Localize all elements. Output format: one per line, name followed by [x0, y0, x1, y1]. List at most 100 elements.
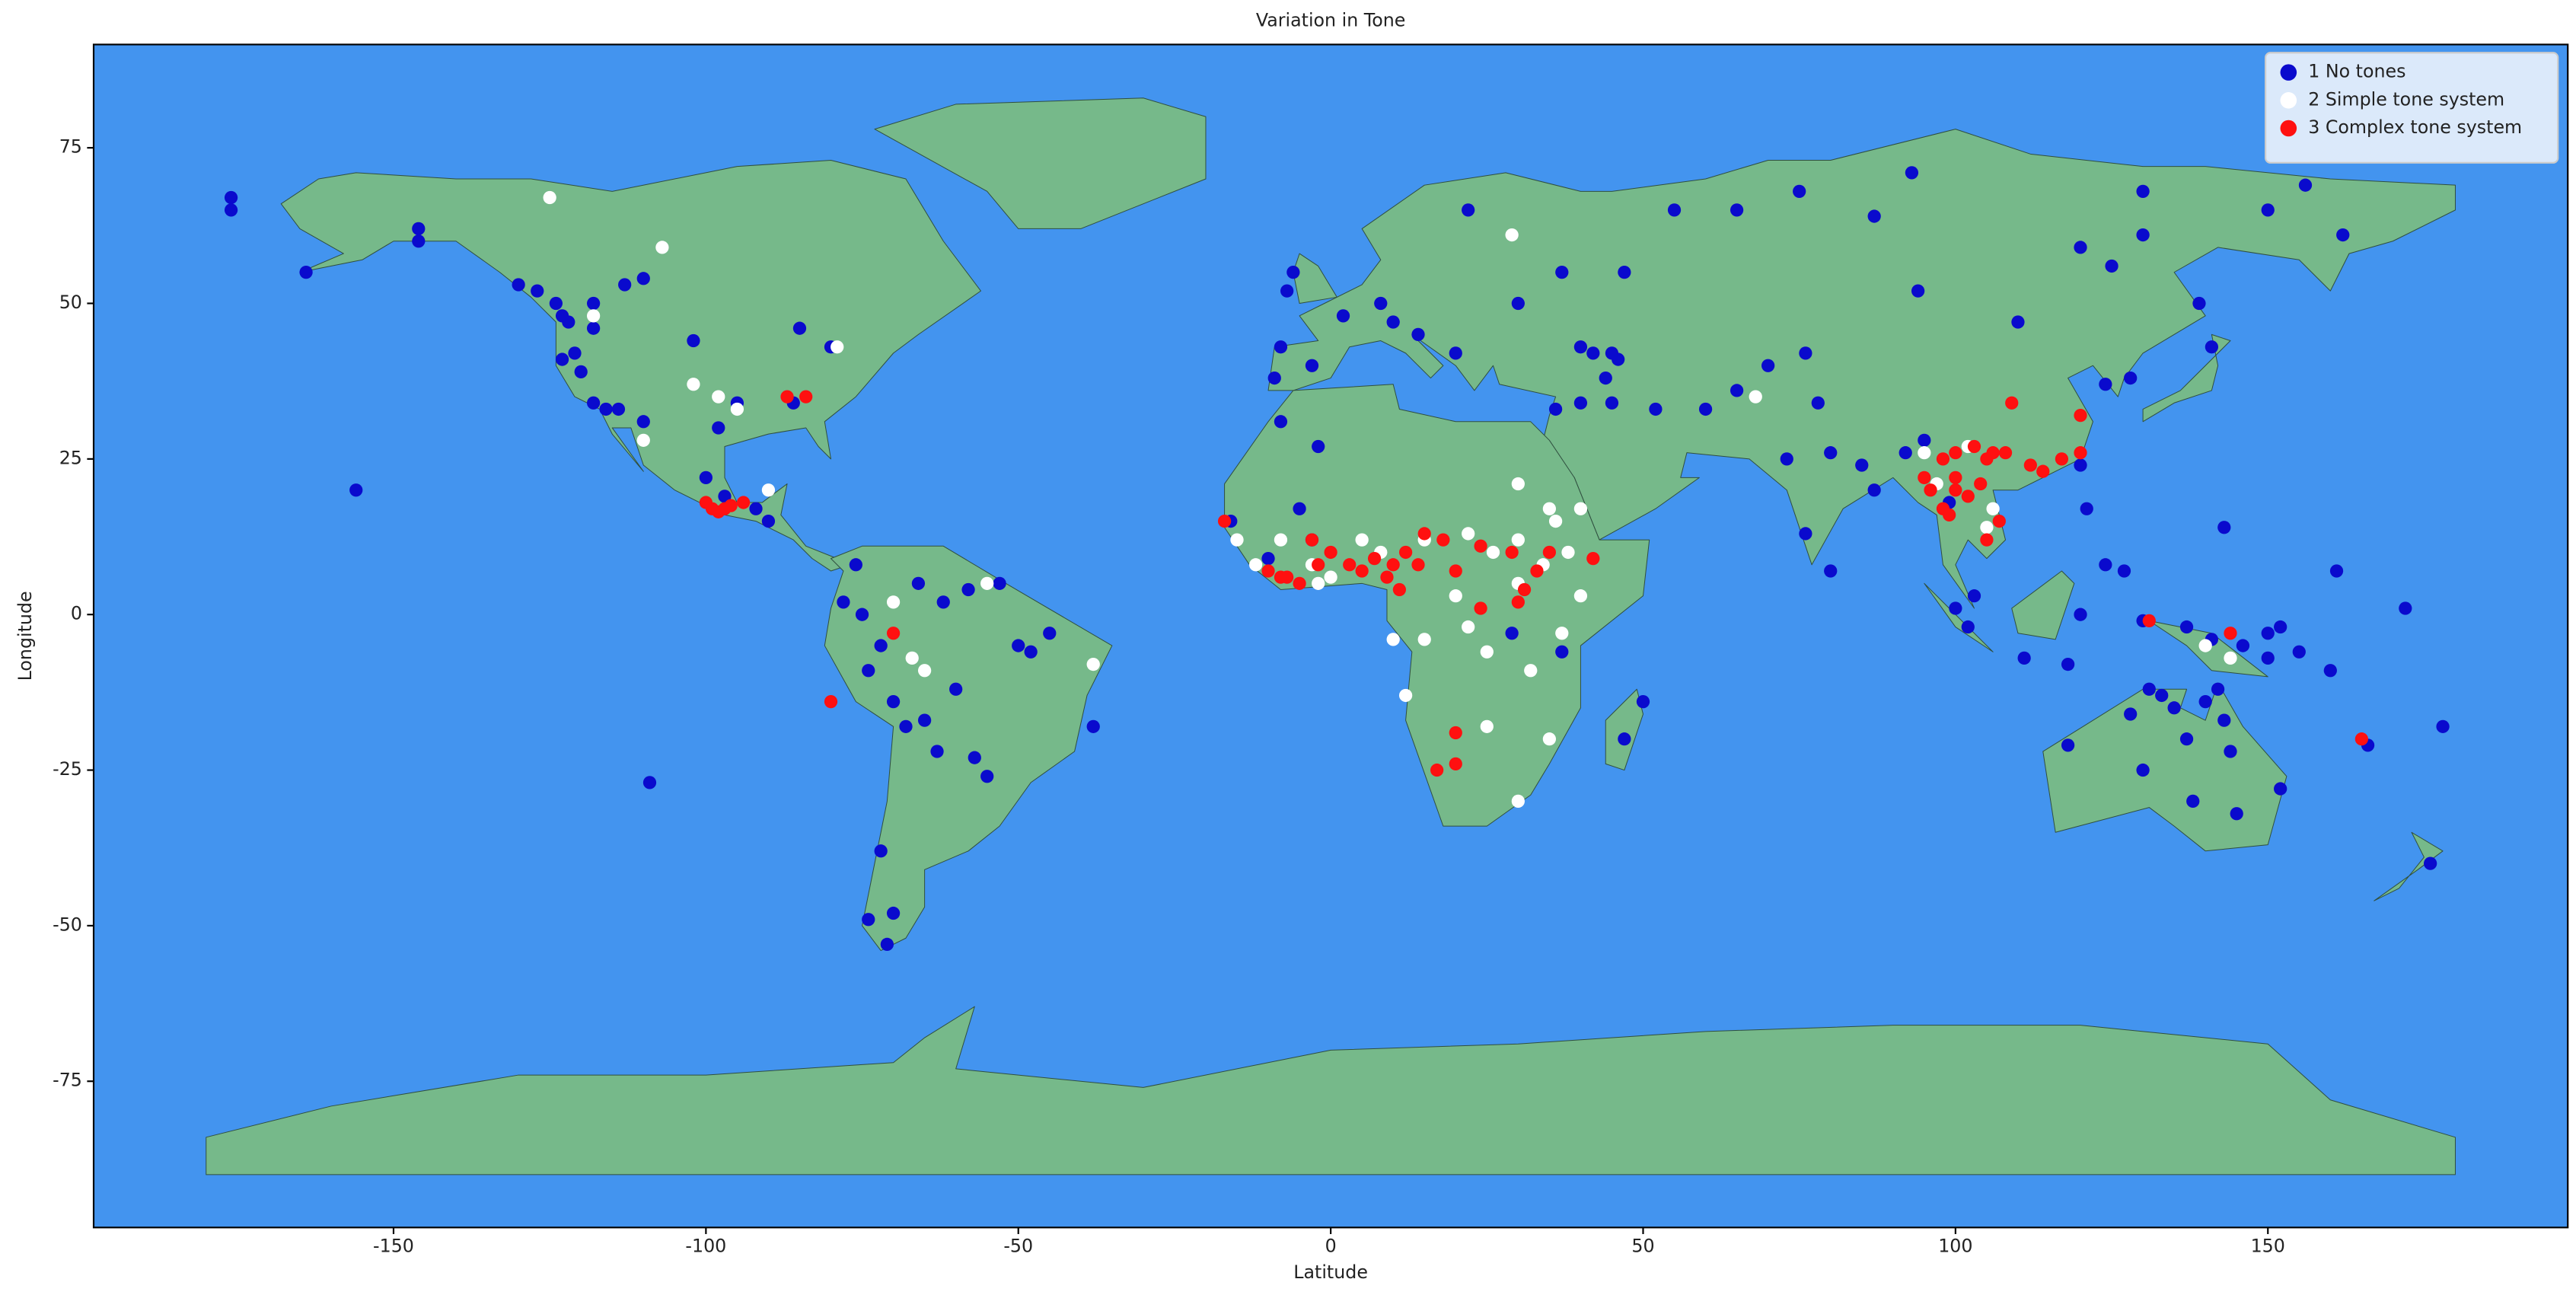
data-point [1086, 657, 1100, 671]
data-point [980, 576, 994, 590]
data-point [2167, 701, 2181, 715]
data-point [761, 514, 776, 528]
data-point [862, 664, 875, 678]
data-point [699, 496, 713, 509]
data-point [1462, 527, 1475, 541]
data-point [1980, 533, 1994, 547]
data-point [1749, 390, 1762, 403]
sumatra [1924, 583, 1993, 652]
data-point [1024, 645, 1038, 659]
data-point [1462, 620, 1475, 634]
data-point [917, 713, 932, 727]
data-point [1505, 228, 1519, 242]
data-point [718, 490, 732, 503]
data-point [1286, 265, 1300, 279]
data-point [2261, 627, 2275, 640]
data-point [1967, 439, 1981, 454]
data-point [1474, 539, 1487, 553]
data-point [886, 694, 901, 709]
data-point [586, 321, 601, 335]
data-point [1573, 340, 1588, 354]
data-point [412, 234, 426, 248]
data-point [1324, 570, 1337, 584]
data-point [724, 499, 738, 512]
data-point [1386, 315, 1400, 329]
data-point [2124, 707, 2138, 721]
data-point [874, 639, 888, 652]
data-point [2155, 688, 2169, 703]
data-point [1555, 627, 1569, 640]
data-point [1618, 732, 1631, 746]
data-point [2080, 502, 2093, 515]
data-point [562, 315, 575, 329]
data-point [712, 421, 725, 435]
data-point [586, 309, 601, 323]
data-point [1386, 558, 1400, 572]
data-point [1274, 340, 1288, 354]
legend-marker [2280, 92, 2297, 109]
data-point [1274, 415, 1288, 429]
data-point [2005, 396, 2019, 410]
data-point [2224, 651, 2237, 665]
chart-title: Variation in Tone [1256, 10, 1406, 31]
data-point [1793, 184, 1806, 198]
data-point [1799, 346, 1812, 360]
data-point [2274, 782, 2287, 796]
legend-label: 3 Complex tone system [2308, 116, 2522, 138]
data-point [1636, 694, 1650, 709]
data-point [1949, 601, 1962, 615]
data-point [1411, 327, 1425, 341]
data-point [2261, 651, 2275, 665]
data-point [2074, 446, 2087, 460]
data-point [1305, 533, 1319, 547]
madagascar [1605, 689, 1643, 770]
data-point [2074, 458, 2087, 472]
eurasia [1268, 129, 2455, 608]
data-point [1998, 446, 2013, 460]
x-tick-label: -150 [373, 1236, 414, 1257]
data-point [2179, 620, 2194, 634]
borneo [2012, 571, 2074, 640]
data-point [1918, 433, 1931, 447]
data-point [1799, 527, 1812, 541]
data-point [1417, 527, 1431, 541]
data-point [2323, 664, 2337, 678]
data-point [949, 682, 963, 696]
data-point [961, 582, 975, 597]
data-point [2136, 228, 2150, 242]
data-point [1280, 284, 1294, 298]
x-tick-label: 150 [2251, 1236, 2285, 1257]
data-point [1561, 545, 1575, 560]
y-tick-label: 75 [59, 136, 82, 158]
data-point [1918, 446, 1931, 460]
data-point [837, 595, 850, 609]
data-point [687, 378, 700, 391]
data-point [1462, 203, 1475, 217]
data-point [299, 265, 313, 279]
data-point [1217, 514, 1232, 528]
data-point [636, 433, 650, 447]
data-point [1573, 502, 1588, 515]
data-point [2224, 745, 2237, 758]
data-point [1548, 514, 1563, 528]
data-point [855, 608, 869, 621]
data-point [1449, 589, 1462, 603]
data-point [636, 272, 650, 285]
data-point [2036, 464, 2050, 478]
data-point [1505, 627, 1519, 640]
data-point [886, 906, 901, 920]
data-point [1855, 458, 1869, 472]
data-point [2198, 639, 2212, 652]
data-point [1511, 794, 1525, 809]
y-tick-label: 50 [59, 292, 82, 313]
data-point [1280, 570, 1294, 584]
data-point [730, 402, 744, 416]
north-america [281, 160, 980, 570]
data-point [1542, 545, 1557, 560]
data-point [1974, 477, 1988, 491]
y-axis-label: Longitude [14, 591, 36, 681]
data-point [2399, 601, 2412, 615]
data-point [1511, 296, 1525, 311]
data-point [1511, 595, 1525, 609]
data-point [1261, 551, 1275, 566]
